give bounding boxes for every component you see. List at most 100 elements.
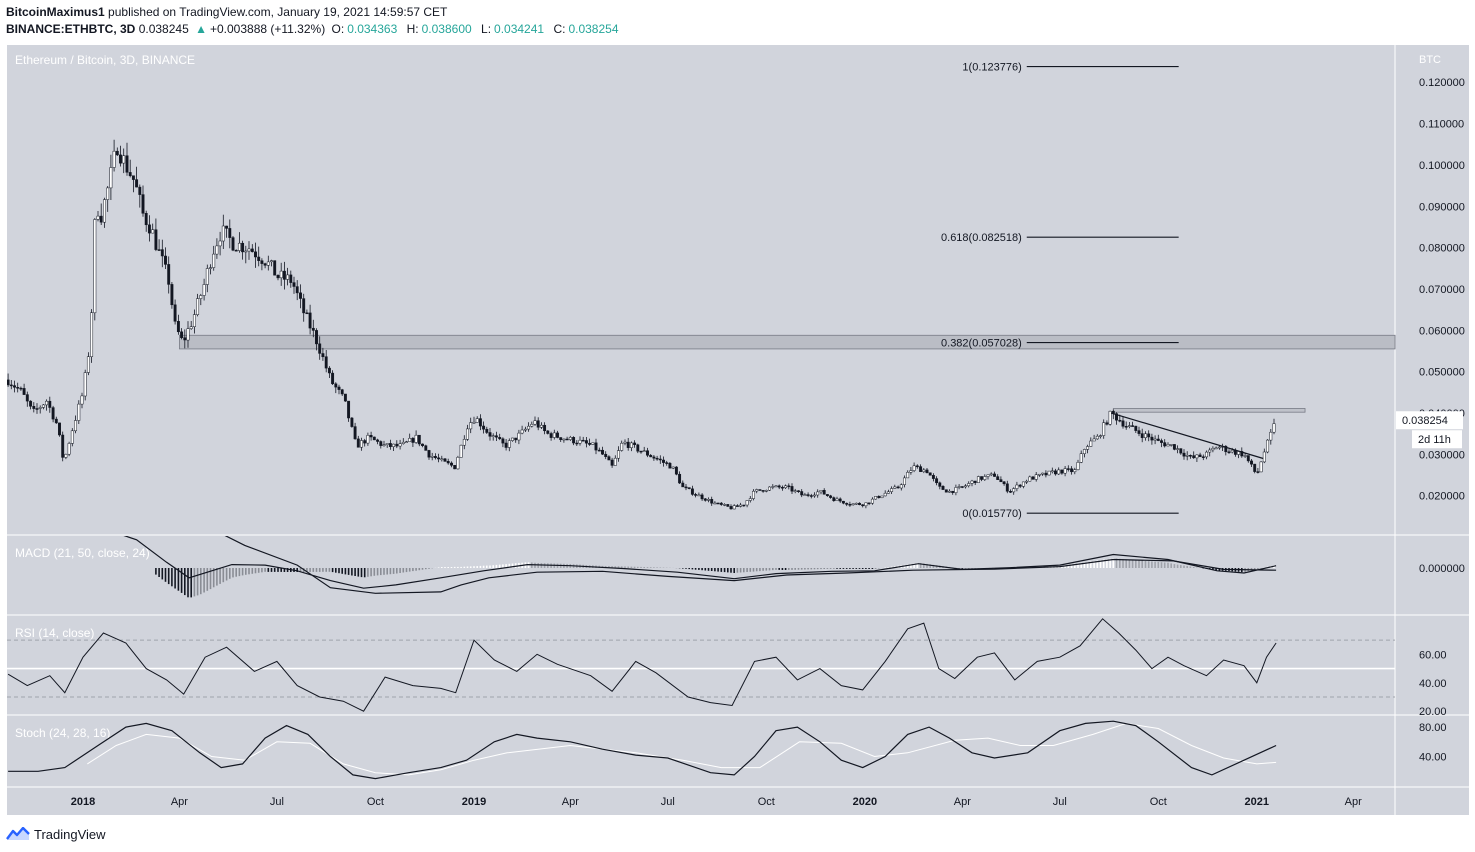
candle-body: [1002, 481, 1006, 485]
candle-body: [176, 321, 180, 333]
high-label: H:: [406, 22, 419, 36]
time-axis-tick: Oct: [367, 796, 384, 808]
price-axis-tick: 0.100000: [1419, 160, 1465, 172]
candle-body: [135, 179, 139, 188]
candle-body: [507, 440, 511, 448]
candle-body: [655, 457, 659, 460]
candle-body: [700, 494, 704, 500]
candle-body: [482, 425, 486, 430]
candle-body: [1144, 433, 1147, 438]
time-axis-tick: Apr: [171, 796, 188, 808]
candle-body: [202, 284, 206, 296]
candle-body: [1166, 444, 1170, 447]
candle-body: [922, 469, 926, 472]
candle-body: [575, 442, 579, 445]
candle-body: [109, 167, 113, 189]
candle-body: [903, 477, 906, 485]
resistance-zone[interactable]: [179, 334, 1396, 350]
candle-body: [427, 450, 431, 458]
time-axis-tick: Jul: [1053, 796, 1067, 808]
candle-body: [1201, 456, 1205, 458]
candle-body: [1256, 471, 1260, 473]
candle-body: [578, 439, 582, 444]
candle-body: [414, 434, 418, 443]
price-pane[interactable]: Ethereum / Bitcoin, 3D, BINANCE BTC 0.12…: [6, 53, 1465, 521]
chart-area[interactable]: Ethereum / Bitcoin, 3D, BINANCE BTC 0.12…: [6, 45, 1469, 815]
candle-body: [1160, 440, 1163, 443]
candle-body: [890, 488, 894, 492]
chart-svg[interactable]: Ethereum / Bitcoin, 3D, BINANCE BTC 0.12…: [6, 45, 1469, 815]
candle-body: [906, 472, 910, 479]
candle-body: [170, 284, 174, 306]
candle-body: [360, 440, 363, 448]
candle-body: [1115, 413, 1118, 421]
candle-body: [321, 353, 325, 358]
candle-body: [1179, 448, 1183, 454]
time-axis[interactable]: 2018 Apr Jul Oct 2019 Apr Jul Oct 2020 Apr Jul Oct 2…: [71, 796, 1362, 808]
candle-body: [588, 442, 592, 445]
tradingview-brand[interactable]: TradingView: [34, 826, 106, 842]
price-axis-tick: 0.060000: [1419, 325, 1465, 337]
candle-body: [1172, 444, 1176, 450]
candle-body: [729, 506, 733, 510]
candle-body: [954, 487, 958, 493]
macd-pane[interactable]: MACD (21, 50, close, 24) 0.000000: [15, 523, 1465, 598]
candle-body: [761, 490, 765, 492]
candle-body: [41, 404, 45, 408]
candle-body: [241, 242, 245, 253]
candles-group: [6, 139, 1276, 510]
candle-body: [838, 498, 842, 502]
candle-body: [768, 486, 771, 491]
candle-body: [19, 387, 23, 390]
candle-body: [1021, 481, 1025, 487]
candle-body: [1034, 474, 1038, 480]
candle-body: [957, 486, 961, 488]
candle-body: [308, 312, 312, 329]
stoch-pane[interactable]: Stoch (24, 28, 16) 80.00 40.00: [8, 720, 1447, 780]
macd-label: MACD (21, 50, close, 24): [15, 546, 150, 560]
candle-body: [1163, 442, 1167, 447]
candle-body: [527, 425, 531, 430]
candle-body: [690, 488, 694, 495]
candle-body: [299, 292, 302, 299]
breakout-zone[interactable]: [1112, 408, 1306, 413]
candle-body: [276, 275, 280, 279]
candle-body: [623, 441, 627, 444]
candle-body: [941, 486, 945, 490]
candle-body: [237, 242, 241, 251]
candle-body: [1025, 480, 1029, 483]
rsi-pane[interactable]: RSI (14, close) 60.00 40.00 20.00: [7, 618, 1447, 718]
price-axis-tick: 0.090000: [1419, 201, 1465, 213]
candle-body: [771, 486, 775, 488]
candle-body: [774, 485, 778, 488]
candle-body: [829, 495, 833, 498]
last-price-badge: 0.038254 2d 11h: [1396, 411, 1463, 449]
candle-body: [385, 443, 389, 445]
candle-body: [883, 492, 887, 497]
candle-body: [382, 444, 386, 446]
candle-body: [292, 282, 296, 287]
author-name[interactable]: BitcoinMaximus1: [6, 5, 105, 19]
fib-level-label: 0.618(0.082518): [941, 232, 1022, 244]
candle-body: [154, 229, 158, 250]
candle-body: [250, 248, 254, 253]
candle-body: [183, 337, 187, 341]
price-axis-tick: 0.120000: [1419, 77, 1465, 89]
fibonacci-levels[interactable]: 1(0.123776) 0.618(0.082518) 0.382(0.057028…: [941, 62, 1179, 521]
candle-body: [430, 456, 434, 458]
candle-body: [1259, 461, 1263, 473]
candle-body: [1118, 419, 1122, 422]
candle-body: [472, 421, 476, 424]
candle-body: [1121, 420, 1125, 427]
candle-body: [1224, 445, 1228, 453]
candle-body: [433, 456, 437, 459]
up-arrow-icon: ▲: [195, 22, 207, 36]
candle-body: [745, 500, 749, 506]
candle-body: [928, 472, 932, 476]
candle-body: [867, 502, 871, 505]
candle-body: [446, 461, 450, 464]
candle-body: [231, 237, 235, 251]
fib-level-label: 0(0.015770): [962, 508, 1021, 520]
price-axis-tick: 0.070000: [1419, 284, 1465, 296]
descending-trendline[interactable]: [1111, 412, 1264, 460]
